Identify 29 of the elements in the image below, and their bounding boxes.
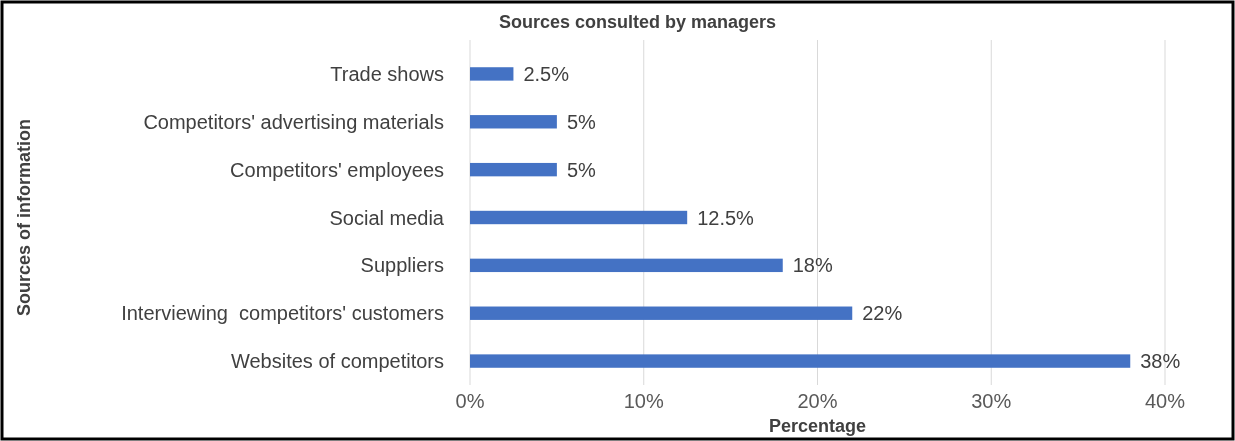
x-axis-title: Percentage [768, 416, 867, 436]
y-tick-label: Interviewing competitors' customers [121, 302, 444, 325]
y-tick-label: Websites of competitors [230, 350, 444, 373]
y-tick-label: Social media [329, 206, 445, 229]
x-tick-label: 40% [1144, 390, 1186, 412]
chart-title: Sources consulted by managers [498, 12, 777, 32]
data-label: 5% [566, 158, 596, 181]
data-label: 18% [792, 254, 833, 277]
bar [470, 354, 1131, 368]
data-label: 2.5% [523, 62, 570, 85]
x-tick-label: 0% [455, 390, 485, 412]
data-label: 22% [862, 302, 903, 325]
data-label: 12.5% [697, 206, 755, 229]
y-tick-label: Competitors' advertising materials [143, 110, 444, 133]
bar [470, 162, 557, 177]
bar [470, 258, 783, 273]
x-tick-label: 30% [971, 390, 1012, 412]
x-tick-label: 10% [623, 390, 664, 412]
y-axis-title: Sources of information [14, 118, 34, 317]
y-tick-label: Suppliers [360, 254, 444, 277]
bar [470, 306, 853, 320]
x-tick-label: 20% [797, 390, 838, 412]
data-label: 5% [566, 110, 596, 133]
y-tick-label: Competitors' employees [230, 158, 444, 181]
bar [470, 115, 557, 129]
y-tick-label: Trade shows [330, 62, 444, 85]
data-label: 38% [1140, 350, 1181, 373]
bar [470, 210, 688, 225]
bar [470, 67, 514, 81]
